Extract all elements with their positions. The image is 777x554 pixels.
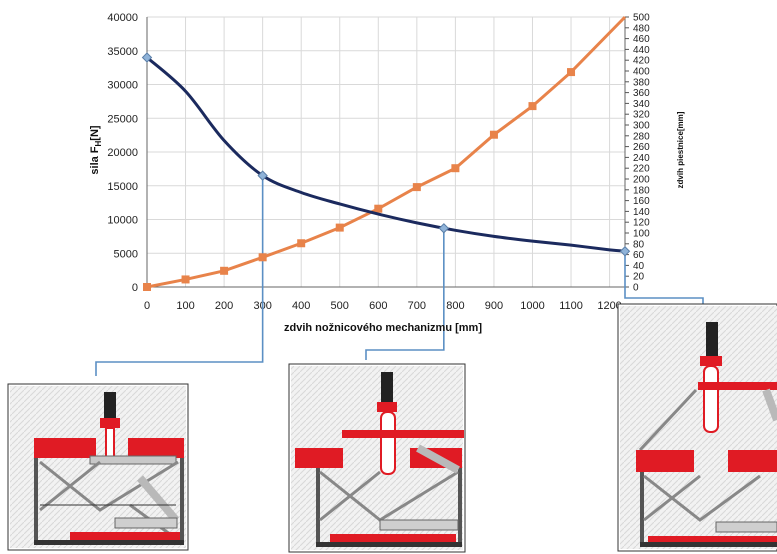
data-point-navy	[438, 223, 450, 234]
x-tick-label: 1100	[559, 300, 583, 312]
y-right-tick-label: 140	[633, 207, 650, 218]
y-right-tick-label: 0	[633, 283, 639, 294]
x-tick-label: 1200	[597, 300, 621, 312]
y-right-tick-label: 180	[633, 185, 650, 196]
x-tick-label: 1000	[520, 300, 544, 312]
mechanism-illustration-low	[7, 383, 189, 551]
y-right-tick-label: 400	[633, 67, 650, 78]
y-left-tick-label: 30000	[107, 80, 138, 92]
data-point-orange	[451, 164, 460, 173]
callout-line	[365, 228, 445, 360]
y-right-tick-label: 120	[633, 218, 650, 229]
callout-line	[624, 251, 704, 306]
mechanism-illustration-high	[617, 303, 777, 552]
y-left-tick-label: 15000	[107, 181, 138, 193]
y-right-tick-label: 380	[633, 77, 650, 88]
y-left-tick-label: 5000	[114, 248, 138, 260]
y-right-tick-label: 160	[633, 196, 650, 207]
data-point-orange	[412, 183, 421, 192]
gridlines	[146, 16, 625, 288]
y-right-tick-label: 440	[633, 45, 650, 56]
series-line-navy	[146, 56, 626, 253]
x-tick-label: 400	[292, 300, 310, 312]
x-tick-label: 100	[176, 300, 194, 312]
data-point-orange	[335, 223, 344, 232]
y-right-tick-label: 280	[633, 131, 650, 142]
x-tick-label: 200	[215, 300, 233, 312]
data-point-navy	[257, 170, 268, 181]
y-right-tick-label: 240	[633, 153, 650, 164]
callout-line	[95, 175, 264, 376]
y-right-tick-label: 460	[633, 34, 650, 45]
y-left-axis-ticks: 0 5000 10000 15000 20000 25000 30000 35000 40000	[107, 12, 138, 294]
x-tick-label: 900	[485, 300, 503, 312]
data-point-navy	[141, 52, 153, 63]
y-left-tick-label: 40000	[107, 12, 138, 24]
x-axis-title: zdvih nožnicového mechanizmu [mm]	[284, 322, 482, 334]
y-right-tick-label: 220	[633, 164, 650, 175]
y-right-tick-label: 500	[633, 13, 650, 24]
y-right-tick-label: 320	[633, 110, 650, 121]
y-right-tick-label: 40	[633, 261, 645, 272]
y-right-tick-label: 100	[633, 229, 650, 240]
data-point-orange	[258, 253, 267, 262]
data-point-orange	[374, 204, 383, 213]
y-left-axis-title-main: sila F	[89, 146, 101, 174]
data-point-orange	[143, 283, 151, 291]
data-point-orange	[567, 68, 576, 77]
x-tick-label: 0	[144, 300, 150, 312]
data-point-orange	[528, 102, 537, 111]
data-point-navy	[619, 246, 631, 257]
y-left-axis-title-unit: [N]	[89, 125, 101, 141]
y-right-tick-label: 60	[633, 250, 645, 261]
y-right-axis-ticks: 0204060801001201401601802002202402602803…	[625, 13, 650, 294]
series-layer	[141, 15, 631, 291]
y-right-tick-label: 300	[633, 121, 650, 132]
callout-lines	[95, 175, 704, 376]
y-left-tick-label: 0	[132, 282, 138, 294]
y-right-tick-label: 420	[633, 56, 650, 67]
x-tick-label: 700	[408, 300, 426, 312]
data-point-orange	[489, 130, 498, 139]
data-point-orange	[297, 239, 306, 248]
y-left-axis-title: sila FH[N]	[89, 125, 103, 175]
y-left-tick-label: 20000	[107, 147, 138, 159]
y-left-tick-label: 35000	[107, 46, 138, 58]
y-right-tick-label: 340	[633, 99, 650, 110]
y-right-tick-label: 360	[633, 88, 650, 99]
x-axis-ticks: 0 100 200 300 400 500 600 700 800 900 1000 1100 1200	[144, 300, 622, 312]
y-left-axis-title-sub: H	[94, 140, 103, 146]
x-tick-label: 500	[331, 300, 349, 312]
y-left-tick-label: 10000	[107, 215, 138, 227]
y-right-tick-label: 200	[633, 175, 650, 186]
x-tick-label: 800	[446, 300, 464, 312]
y-right-tick-label: 80	[633, 239, 645, 250]
data-point-orange	[181, 275, 190, 284]
y-right-axis-title: zdvih piestnice[mm]	[676, 111, 685, 188]
y-right-tick-label: 20	[633, 272, 645, 283]
y-right-tick-label: 480	[633, 23, 650, 34]
y-right-tick-label: 260	[633, 142, 650, 153]
mechanism-illustration-mid	[288, 363, 466, 553]
y-left-tick-label: 25000	[107, 113, 138, 125]
data-point-orange	[220, 266, 229, 275]
x-tick-label: 600	[369, 300, 387, 312]
